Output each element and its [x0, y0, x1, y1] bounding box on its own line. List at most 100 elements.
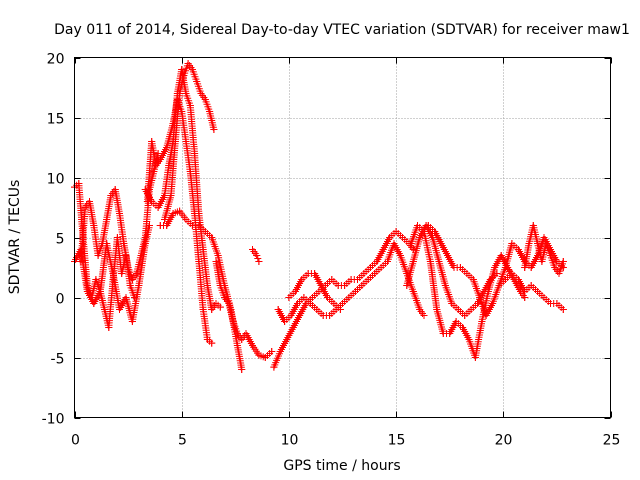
data-point [208, 339, 216, 347]
data-point [366, 264, 374, 271]
data-point [459, 324, 467, 331]
data-point [371, 270, 379, 277]
data-point [534, 288, 542, 295]
data-point [287, 312, 295, 319]
data-point [328, 276, 336, 283]
data-point [274, 306, 282, 313]
data-point [203, 336, 211, 343]
data-point [111, 186, 119, 193]
data-point [289, 324, 297, 331]
data-point [94, 252, 102, 259]
data-point [296, 312, 304, 319]
data-point [454, 306, 462, 313]
chart-title: Day 011 of 2014, Sidereal Day-to-day VTE… [54, 22, 630, 38]
data-point [431, 228, 439, 235]
data-point [547, 252, 554, 259]
data-point [109, 270, 117, 277]
series-track-17 [521, 222, 567, 277]
data-point [103, 216, 111, 223]
series-track-9 [249, 246, 263, 265]
data-point [216, 282, 224, 289]
data-point [379, 246, 387, 253]
data-point [469, 276, 477, 283]
data-point [90, 222, 98, 229]
data-point [156, 156, 164, 163]
data-point [255, 351, 263, 359]
data-point [270, 363, 278, 371]
data-point [182, 138, 190, 145]
data-point [182, 90, 190, 97]
data-point [489, 300, 497, 307]
series-track-13 [403, 222, 501, 319]
data-point [409, 258, 417, 265]
data-point [414, 222, 421, 229]
data-point [521, 294, 529, 301]
data-point [116, 210, 123, 217]
data-point [116, 306, 123, 313]
data-point [386, 234, 394, 241]
data-point [283, 336, 291, 343]
data-point [529, 222, 537, 229]
series-track-16 [495, 270, 567, 313]
grid-lines [74, 57, 611, 418]
data-point [441, 282, 449, 289]
data-point [176, 207, 184, 215]
data-point [154, 204, 162, 211]
data-point [351, 288, 359, 295]
y-tick-label: 5 [56, 232, 65, 248]
data-point [186, 102, 194, 109]
data-point [551, 264, 559, 271]
data-point [491, 264, 499, 271]
series-track-11 [274, 240, 428, 325]
data-point [148, 138, 156, 145]
data-point [146, 222, 153, 229]
series-track-8 [212, 258, 276, 361]
data-point [324, 294, 331, 301]
data-point [420, 312, 428, 319]
data-point [191, 150, 199, 157]
data-point [199, 306, 207, 313]
data-point [384, 258, 391, 265]
data-point [135, 282, 143, 289]
data-point [390, 240, 398, 247]
data-point [124, 264, 132, 271]
data-point [169, 210, 177, 217]
data-point [326, 312, 334, 319]
data-point [152, 162, 160, 169]
data-point [501, 276, 509, 283]
data-point [514, 246, 522, 253]
data-point [542, 240, 550, 247]
data-point [373, 258, 381, 265]
data-point [165, 162, 173, 169]
data-point [229, 318, 237, 325]
data-point [309, 294, 316, 301]
data-point [501, 264, 509, 271]
data-point [313, 306, 321, 313]
data-point [233, 342, 241, 349]
data-point [208, 234, 216, 241]
series-track-15 [424, 222, 567, 319]
data-point [354, 276, 361, 283]
data-point [249, 342, 256, 349]
data-point [128, 318, 136, 325]
x-tick-label: 15 [388, 433, 406, 449]
data-point [298, 276, 306, 283]
data-point [180, 72, 188, 79]
data-point [193, 78, 201, 85]
data-point [75, 180, 83, 187]
data-point [178, 66, 186, 73]
series-track-14 [407, 222, 529, 361]
data-point [409, 288, 417, 295]
x-tick-label: 20 [495, 433, 513, 449]
data-point [255, 258, 263, 265]
data-point [306, 300, 314, 307]
data-point [465, 336, 473, 343]
data-point [317, 282, 325, 289]
data-point [364, 276, 372, 283]
data-point [514, 276, 522, 283]
data-point [191, 210, 199, 217]
data-point [105, 324, 113, 331]
data-point [527, 264, 535, 271]
tick-labels: 0 5 10 15 20 25 -10 -5 0 5 10 15 20 [42, 52, 621, 449]
